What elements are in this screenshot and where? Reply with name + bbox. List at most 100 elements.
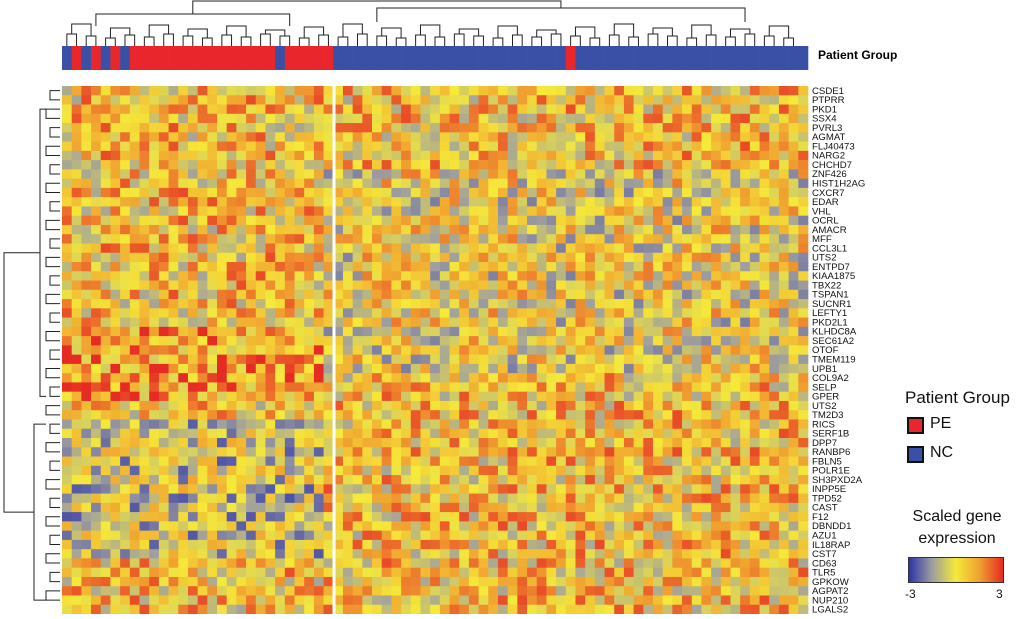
heatmap-cell bbox=[449, 502, 460, 513]
heatmap-cell bbox=[701, 456, 712, 467]
heatmap-cell bbox=[633, 262, 644, 272]
heatmap-cell bbox=[488, 187, 499, 198]
dendrogram-branch bbox=[303, 26, 325, 38]
heatmap-cell bbox=[488, 113, 499, 124]
heatmap-cell bbox=[62, 308, 73, 318]
heatmap-cell bbox=[682, 113, 693, 124]
heatmap-cell bbox=[468, 391, 479, 402]
heatmap-cell bbox=[342, 382, 353, 393]
heatmap-cell bbox=[565, 86, 576, 96]
heatmap-cell bbox=[217, 252, 228, 263]
heatmap-cell bbox=[420, 567, 431, 578]
heatmap-cell bbox=[362, 549, 373, 559]
heatmap-cell bbox=[284, 187, 295, 198]
heatmap-cell bbox=[178, 391, 189, 402]
heatmap-cell bbox=[633, 484, 644, 494]
heatmap-cell bbox=[71, 308, 82, 318]
heatmap-cell bbox=[527, 595, 538, 606]
heatmap-cell bbox=[594, 262, 605, 272]
dendrogram-branch bbox=[260, 33, 271, 46]
heatmap-cell bbox=[691, 113, 702, 124]
heatmap-cell bbox=[711, 410, 722, 420]
heatmap-cell bbox=[439, 104, 450, 115]
heatmap-cell bbox=[711, 512, 722, 522]
heatmap-cell bbox=[720, 484, 731, 494]
heatmap-cell bbox=[410, 456, 421, 467]
heatmap-cell bbox=[633, 141, 644, 152]
heatmap-cell bbox=[769, 438, 780, 448]
heatmap-cell bbox=[372, 373, 383, 383]
heatmap-cell bbox=[497, 549, 509, 559]
group-cell-pe bbox=[197, 46, 208, 70]
heatmap-cell bbox=[478, 493, 489, 504]
heatmap-cell bbox=[730, 215, 741, 226]
heatmap-cell bbox=[313, 391, 324, 402]
heatmap-cell bbox=[420, 317, 431, 328]
heatmap-cell bbox=[769, 447, 780, 457]
heatmap-cell bbox=[701, 252, 712, 263]
heatmap-cell bbox=[430, 410, 441, 420]
heatmap-cell bbox=[362, 326, 373, 337]
heatmap-cell bbox=[100, 410, 111, 420]
heatmap-cell bbox=[449, 530, 460, 541]
heatmap-cell bbox=[81, 521, 92, 531]
heatmap-cell bbox=[565, 456, 576, 467]
heatmap-cell bbox=[275, 169, 286, 179]
heatmap-cell bbox=[672, 271, 683, 281]
heatmap-cell bbox=[401, 428, 412, 439]
heatmap-cell bbox=[81, 558, 92, 569]
heatmap-cell bbox=[633, 558, 644, 569]
heatmap-cell bbox=[497, 512, 509, 522]
heatmap-cell bbox=[71, 169, 82, 179]
heatmap-cell bbox=[362, 521, 373, 531]
group-cell-nc bbox=[449, 46, 460, 70]
group-cell-pe bbox=[149, 46, 160, 70]
heatmap-cell bbox=[197, 354, 208, 365]
heatmap-cell bbox=[313, 317, 324, 328]
heatmap-cell bbox=[652, 95, 664, 105]
heatmap-cell bbox=[207, 234, 218, 244]
heatmap-cell bbox=[459, 363, 470, 374]
heatmap-cell bbox=[255, 150, 266, 161]
heatmap-cell bbox=[778, 484, 789, 494]
heatmap-cell bbox=[701, 530, 712, 541]
heatmap-cell bbox=[643, 549, 654, 559]
heatmap-cell bbox=[468, 141, 479, 152]
heatmap-cell bbox=[110, 512, 121, 522]
heatmap-cell bbox=[342, 604, 353, 615]
heatmap-cell bbox=[401, 521, 412, 531]
heatmap-cell bbox=[662, 141, 673, 152]
heatmap-cell bbox=[226, 475, 237, 485]
heatmap-cell bbox=[459, 187, 470, 198]
heatmap-cell bbox=[488, 215, 499, 226]
heatmap-cell bbox=[313, 197, 324, 207]
heatmap-cell bbox=[788, 363, 799, 374]
heatmap-cell bbox=[71, 595, 82, 606]
heatmap-cell bbox=[284, 447, 295, 457]
heatmap-cell bbox=[420, 326, 431, 337]
heatmap-cell bbox=[236, 586, 247, 596]
heatmap-cell bbox=[711, 289, 722, 300]
heatmap-cell bbox=[662, 456, 673, 467]
heatmap-cell bbox=[178, 363, 189, 374]
heatmap-cell bbox=[546, 484, 557, 494]
heatmap-cell bbox=[362, 95, 373, 105]
heatmap-cell bbox=[517, 354, 528, 365]
heatmap-cell bbox=[410, 576, 421, 587]
heatmap-cell bbox=[372, 224, 383, 235]
heatmap-cell bbox=[604, 262, 615, 272]
heatmap-cell bbox=[439, 224, 450, 235]
heatmap-cell bbox=[158, 521, 169, 531]
heatmap-cell bbox=[556, 187, 567, 198]
heatmap-cell bbox=[168, 336, 179, 346]
heatmap-cell bbox=[284, 336, 295, 346]
heatmap-cell bbox=[546, 493, 557, 504]
heatmap-cell bbox=[740, 447, 751, 457]
heatmap-cell bbox=[749, 345, 760, 355]
heatmap-cell bbox=[120, 549, 131, 559]
heatmap-cell bbox=[497, 132, 509, 142]
heatmap-cell bbox=[62, 252, 73, 263]
heatmap-cell bbox=[120, 104, 131, 115]
heatmap-cell bbox=[420, 234, 431, 244]
heatmap-cell bbox=[556, 391, 567, 402]
